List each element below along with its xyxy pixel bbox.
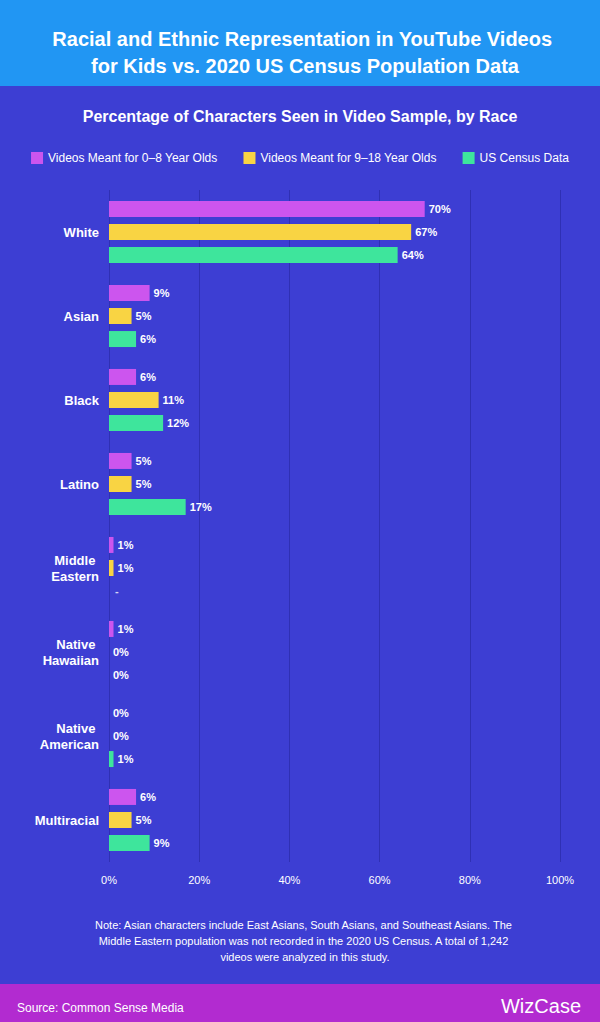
svg-text:-: - (115, 585, 119, 597)
svg-text:5%: 5% (136, 814, 152, 826)
svg-text:5%: 5% (136, 478, 152, 490)
svg-text:Videos Meant for 9–18 Year Old: Videos Meant for 9–18 Year Olds (260, 151, 436, 165)
svg-text:9%: 9% (154, 287, 170, 299)
svg-text:17%: 17% (190, 501, 212, 513)
svg-text:12%: 12% (167, 417, 189, 429)
svg-text:Middle: Middle (54, 553, 99, 568)
svg-text:67%: 67% (415, 226, 437, 238)
svg-text:0%: 0% (101, 874, 117, 886)
svg-text:80%: 80% (459, 874, 481, 886)
svg-text:Multiracial: Multiracial (35, 813, 99, 828)
svg-text:American: American (40, 737, 99, 752)
svg-text:5%: 5% (136, 455, 152, 467)
svg-text:9%: 9% (154, 837, 170, 849)
svg-text:Racial and Ethnic Representati: Racial and Ethnic Representation in YouT… (52, 28, 557, 50)
svg-text:0%: 0% (113, 646, 129, 658)
svg-text:Videos Meant for 0–8 Year Olds: Videos Meant for 0–8 Year Olds (48, 151, 217, 165)
svg-text:20%: 20% (188, 874, 210, 886)
svg-text:5%: 5% (136, 310, 152, 322)
svg-text:Hawaiian: Hawaiian (43, 653, 99, 668)
svg-text:1%: 1% (118, 753, 134, 765)
svg-text:70%: 70% (429, 203, 451, 215)
svg-text:Percentage of Characters Seen: Percentage of Characters Seen in Video S… (83, 108, 518, 125)
svg-text:videos were analyzed in this s: videos were analyzed in this study. (220, 951, 389, 963)
svg-text:64%: 64% (402, 249, 424, 261)
svg-text:11%: 11% (163, 394, 185, 406)
svg-text:Note: Asian characters include: Note: Asian characters include East Asia… (95, 919, 515, 931)
svg-text:Eastern: Eastern (51, 569, 99, 584)
svg-text:0%: 0% (113, 669, 129, 681)
svg-text:40%: 40% (278, 874, 300, 886)
svg-text:US Census Data: US Census Data (480, 151, 570, 165)
svg-text:White: White (64, 225, 99, 240)
svg-text:1%: 1% (118, 562, 134, 574)
svg-text:Asian: Asian (64, 309, 99, 324)
svg-text:1%: 1% (118, 623, 134, 635)
svg-text:0%: 0% (113, 730, 129, 742)
svg-text:Source: Common Sense Media: Source: Common Sense Media (17, 1001, 184, 1015)
svg-text:Native: Native (56, 721, 99, 736)
svg-text:6%: 6% (140, 791, 156, 803)
svg-text:6%: 6% (140, 371, 156, 383)
svg-text:Latino: Latino (60, 477, 99, 492)
svg-text:Black: Black (64, 393, 99, 408)
svg-text:WizCase: WizCase (501, 995, 581, 1017)
svg-text:6%: 6% (140, 333, 156, 345)
svg-text:Native: Native (56, 637, 99, 652)
svg-text:0%: 0% (113, 707, 129, 719)
svg-text:60%: 60% (369, 874, 391, 886)
svg-text:for Kids vs. 2020 US Census Po: for Kids vs. 2020 US Census Population D… (91, 55, 520, 77)
svg-text:100%: 100% (546, 874, 574, 886)
svg-text:Middle Eastern population was: Middle Eastern population was not record… (99, 935, 512, 947)
svg-text:1%: 1% (118, 539, 134, 551)
